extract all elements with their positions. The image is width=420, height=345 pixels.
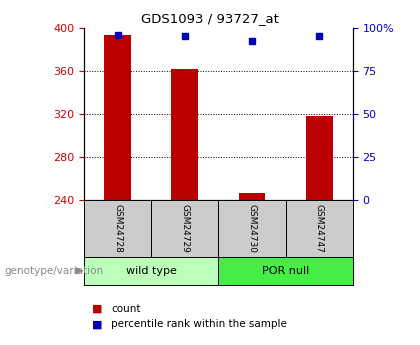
Text: POR null: POR null	[262, 266, 309, 276]
Bar	[84, 257, 218, 285]
Bar	[239, 193, 265, 200]
Bar	[151, 200, 218, 257]
Text: GDS1093 / 93727_at: GDS1093 / 93727_at	[141, 12, 279, 25]
Text: percentile rank within the sample: percentile rank within the sample	[111, 319, 287, 329]
Bar	[104, 35, 131, 200]
Text: count: count	[111, 304, 141, 314]
Text: GSM24728: GSM24728	[113, 204, 122, 253]
Text: GSM24730: GSM24730	[247, 204, 257, 253]
Bar	[171, 69, 198, 200]
Text: wild type: wild type	[126, 266, 177, 276]
Bar	[218, 200, 286, 257]
Text: GSM24729: GSM24729	[180, 204, 189, 253]
Text: GSM24747: GSM24747	[315, 204, 324, 253]
Text: ■: ■	[92, 319, 103, 329]
Text: genotype/variation: genotype/variation	[4, 266, 103, 276]
Bar	[286, 200, 353, 257]
Text: ■: ■	[92, 304, 103, 314]
Bar	[84, 200, 151, 257]
Bar	[218, 257, 353, 285]
Bar	[306, 116, 333, 200]
